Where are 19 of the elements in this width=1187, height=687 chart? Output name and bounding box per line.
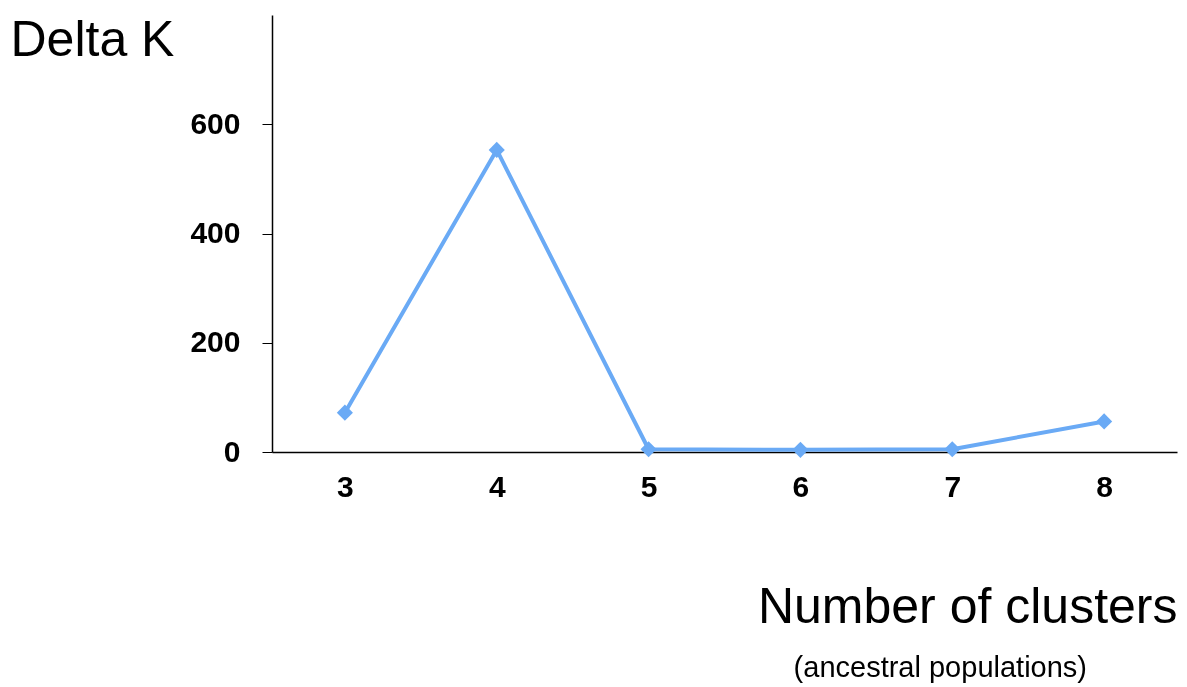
point	[488, 141, 505, 158]
point	[640, 441, 657, 458]
y-tick-label: 0	[223, 434, 241, 468]
x-tick-label: 3	[337, 469, 354, 503]
y-tick-label: 400	[190, 216, 241, 249]
x-tick-label: 6	[792, 469, 810, 503]
x-tick-label: 4	[488, 469, 506, 503]
point	[792, 441, 809, 458]
x-tick-label: 7	[944, 469, 962, 503]
point	[944, 441, 961, 458]
x-axis-title: Number of clusters	[757, 577, 1178, 634]
y-axis-title: Delta K	[10, 10, 175, 67]
y-tick-label: 600	[190, 106, 241, 140]
point	[1096, 413, 1113, 430]
point	[336, 404, 353, 421]
y-tick-label: 200	[190, 325, 241, 359]
text: (ancestral populations)	[793, 651, 1087, 683]
x-tick-label: 5	[640, 469, 658, 503]
x-tick-label: 8	[1096, 469, 1113, 503]
